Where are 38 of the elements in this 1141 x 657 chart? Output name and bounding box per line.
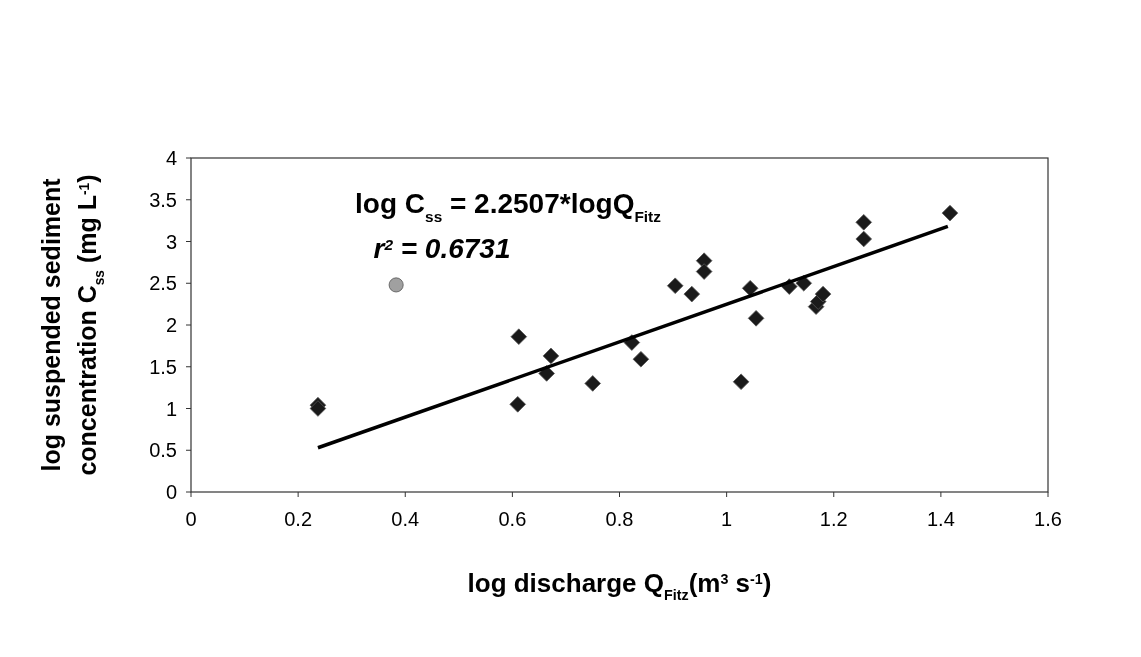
- point: [741, 280, 759, 297]
- x-axis-title: log discharge Q$_{Fitz}$(m$^{3}$ s$^{-1}$): [467, 568, 772, 603]
- point: [666, 277, 684, 294]
- point: [814, 285, 832, 303]
- x-tick-label: 1.2: [819, 508, 848, 530]
- point: [683, 285, 701, 303]
- point: [732, 373, 750, 391]
- y-tick-label: 4: [165, 147, 177, 169]
- y-tick-label: 0.5: [149, 439, 177, 462]
- point: [510, 328, 528, 345]
- point: [388, 277, 404, 293]
- point: [509, 396, 526, 413]
- x-tick-label: 0.6: [498, 508, 527, 530]
- point: [309, 400, 327, 417]
- x-tick-label: 0: [185, 508, 197, 530]
- point: [747, 310, 765, 327]
- annotation: r$^{2}$ = 0.6731: [373, 233, 511, 264]
- x-tick-label: 0.2: [284, 508, 313, 530]
- x-tick-label: 0.8: [605, 508, 634, 530]
- y-tick-label: 2.5: [149, 272, 177, 295]
- y-tick-label: 2: [165, 314, 177, 336]
- x-tick-label: 1.4: [926, 508, 955, 530]
- point: [695, 263, 713, 280]
- annotation: log C$_{ss}$ = 2.2507*logQ$_{Fitz}$: [355, 188, 662, 225]
- y-tick-label: 3.5: [149, 188, 177, 211]
- x-tick-label: 1: [721, 508, 733, 530]
- y-tick-label: 0: [165, 481, 177, 503]
- point: [584, 375, 601, 392]
- y-tick-label: 3: [165, 230, 177, 253]
- x-tick-label: 0.4: [391, 508, 420, 530]
- point: [855, 214, 872, 231]
- point: [632, 350, 650, 368]
- x-tick-label: 1.6: [1034, 508, 1062, 530]
- y-tick-label: 1: [165, 397, 177, 420]
- point: [855, 230, 872, 248]
- point: [542, 347, 560, 365]
- y-tick-label: 1.5: [149, 355, 177, 378]
- point: [941, 204, 959, 222]
